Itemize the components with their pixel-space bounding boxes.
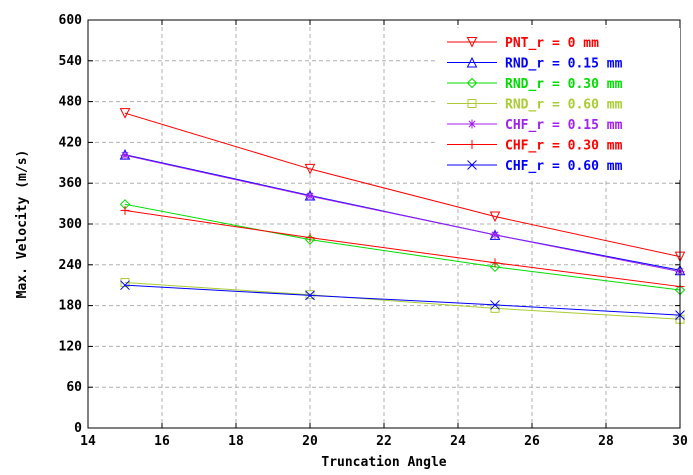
marker-shape (467, 99, 477, 108)
data-point (305, 233, 315, 243)
legend-label: RND_r = 0.60 mm (505, 98, 623, 113)
legend-entry: PNT_r = 0 mm (447, 36, 599, 51)
data-point (466, 37, 478, 48)
series-line (124, 112, 681, 258)
series-group (119, 108, 686, 324)
legend-label: PNT_r = 0 mm (505, 36, 599, 51)
data-point (120, 205, 130, 215)
data-point (119, 108, 131, 119)
legend-entry: CHF_r = 0.30 mm (447, 139, 623, 154)
legend-entry: CHF_r = 0.60 mm (447, 159, 623, 174)
y-tick-label: 360 (59, 176, 83, 191)
legend: PNT_r = 0 mm RND_r = 0.15 mm RND_r = 0.30 … (437, 28, 680, 180)
marker-shape (489, 261, 501, 273)
data-point (466, 77, 478, 89)
marker-shape (490, 300, 500, 310)
marker-shape (489, 211, 501, 223)
data-point (467, 119, 477, 129)
data-point (120, 277, 130, 287)
marker-shape (119, 108, 131, 119)
data-point (305, 290, 315, 301)
series-line (124, 203, 681, 291)
y-tick-label: 420 (59, 135, 83, 150)
marker-shape (306, 192, 314, 200)
y-tick-label: 480 (59, 95, 83, 110)
y-axis-label: Max. Velocity (m/s) (15, 150, 30, 299)
legend-entry: CHF_r = 0.15 mm (447, 118, 623, 133)
marker-shape (466, 37, 478, 48)
x-tick-label: 16 (154, 434, 170, 449)
series-5 (120, 150, 685, 277)
data-point (467, 140, 477, 149)
legend-entry: RND_r = 0.30 mm (447, 77, 623, 92)
marker-shape (467, 160, 477, 170)
x-axis-label: Truncation Angle (321, 455, 446, 470)
y-tick-label: 540 (59, 54, 83, 69)
y-tick-label: 600 (59, 13, 83, 28)
legend-label: CHF_r = 0.15 mm (505, 118, 623, 133)
marker-shape (466, 77, 478, 89)
data-point (120, 150, 130, 160)
data-point (466, 56, 478, 68)
legend-label: RND_r = 0.30 mm (505, 77, 623, 92)
data-point (304, 163, 316, 175)
data-point (467, 160, 477, 170)
marker-shape (491, 231, 499, 239)
x-tick-label: 28 (598, 434, 614, 449)
legend-label: RND_r = 0.15 mm (505, 57, 623, 72)
data-point (489, 261, 501, 273)
axis-ticks: 14 16 18 20 22 24 26 28 300601201802403003604204… (59, 13, 688, 449)
y-tick-label: 120 (59, 339, 83, 354)
x-tick-label: 24 (450, 434, 466, 449)
data-point (305, 191, 315, 201)
y-tick-label: 60 (66, 380, 82, 395)
x-tick-label: 26 (524, 434, 540, 449)
marker-shape (304, 163, 316, 175)
y-tick-label: 180 (59, 299, 83, 314)
marker-shape (121, 151, 129, 159)
data-point (490, 258, 500, 268)
x-tick-label: 20 (302, 434, 318, 449)
y-tick-label: 240 (59, 258, 83, 273)
marker-shape (120, 280, 130, 291)
legend-label: CHF_r = 0.30 mm (505, 139, 623, 154)
legend-entry: RND_r = 0.15 mm (447, 57, 623, 72)
data-point (490, 300, 500, 310)
data-point (120, 280, 130, 291)
legend-entry: RND_r = 0.60 mm (447, 98, 623, 113)
series-line (124, 281, 681, 320)
y-tick-label: 0 (74, 421, 82, 436)
x-tick-label: 22 (376, 434, 392, 449)
series-line (124, 154, 681, 273)
marker-shape (466, 56, 478, 68)
marker-shape (305, 290, 315, 301)
y-tick-label: 300 (59, 217, 83, 232)
marker-shape (468, 120, 476, 128)
data-point (490, 230, 500, 240)
series-6 (120, 205, 685, 292)
series-1 (119, 108, 686, 263)
data-point (489, 211, 501, 223)
x-tick-label: 18 (228, 434, 244, 449)
legend-label: CHF_r = 0.60 mm (505, 159, 623, 174)
x-tick-label: 30 (672, 434, 688, 449)
marker-shape (120, 277, 130, 287)
data-point (467, 99, 477, 108)
series-line (124, 209, 681, 288)
series-line (124, 284, 681, 316)
x-tick-label: 14 (80, 434, 96, 449)
